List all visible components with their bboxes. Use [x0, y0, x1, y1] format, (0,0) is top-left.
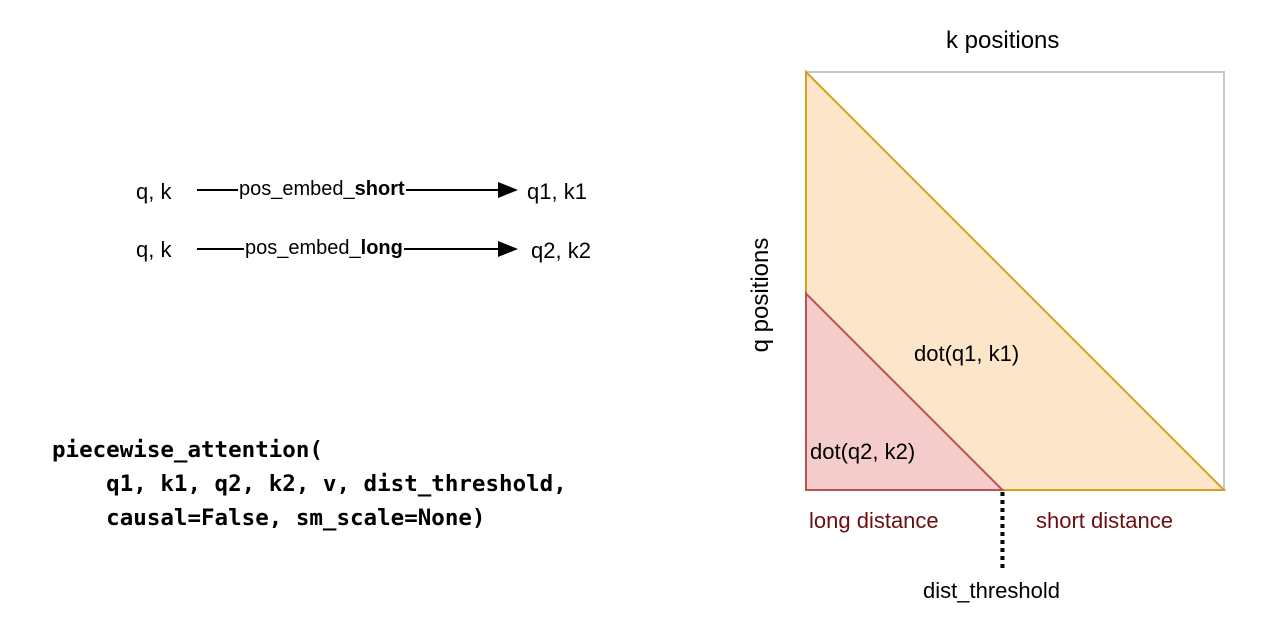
pipeline-short-output: q1, k1: [527, 179, 587, 204]
pipeline-short-input: q, k: [136, 179, 172, 204]
y-axis-label: q positions: [747, 237, 774, 353]
short-distance-region: [805, 69, 1227, 491]
long-distance-region: [805, 291, 1005, 491]
pipeline-short-arrowhead: [498, 182, 518, 198]
pipeline-short-op-prefix: pos_embed_: [239, 178, 355, 200]
pipeline-short-op-suffix: short: [354, 178, 405, 200]
short-region-label: dot(q1, k1): [914, 341, 1020, 366]
code-line-1: piecewise_attention(: [52, 437, 323, 463]
long-region-label: dot(q2, k2): [810, 439, 916, 464]
pipeline-long-input: q, k: [136, 237, 172, 262]
pipeline-long-op-prefix: pos_embed_: [245, 237, 361, 259]
pipeline-long-op: pos_embed_long: [244, 238, 404, 258]
code-line-2: q1, k1, q2, k2, v, dist_threshold,: [52, 471, 567, 497]
long-distance-label: long distance: [809, 508, 939, 533]
threshold-label: dist_threshold: [923, 578, 1060, 603]
pipeline-long-op-suffix: long: [360, 237, 403, 259]
code-block: piecewise_attention( q1, k1, q2, k2, v, …: [52, 433, 567, 535]
code-line-3: causal=False, sm_scale=None): [52, 505, 486, 531]
pipeline-long-output: q2, k2: [531, 238, 591, 263]
pipeline-short-op: pos_embed_short: [238, 179, 406, 199]
short-distance-label: short distance: [1036, 508, 1173, 533]
x-axis-label: k positions: [946, 27, 1060, 54]
pipeline-long-arrowhead: [498, 241, 518, 257]
